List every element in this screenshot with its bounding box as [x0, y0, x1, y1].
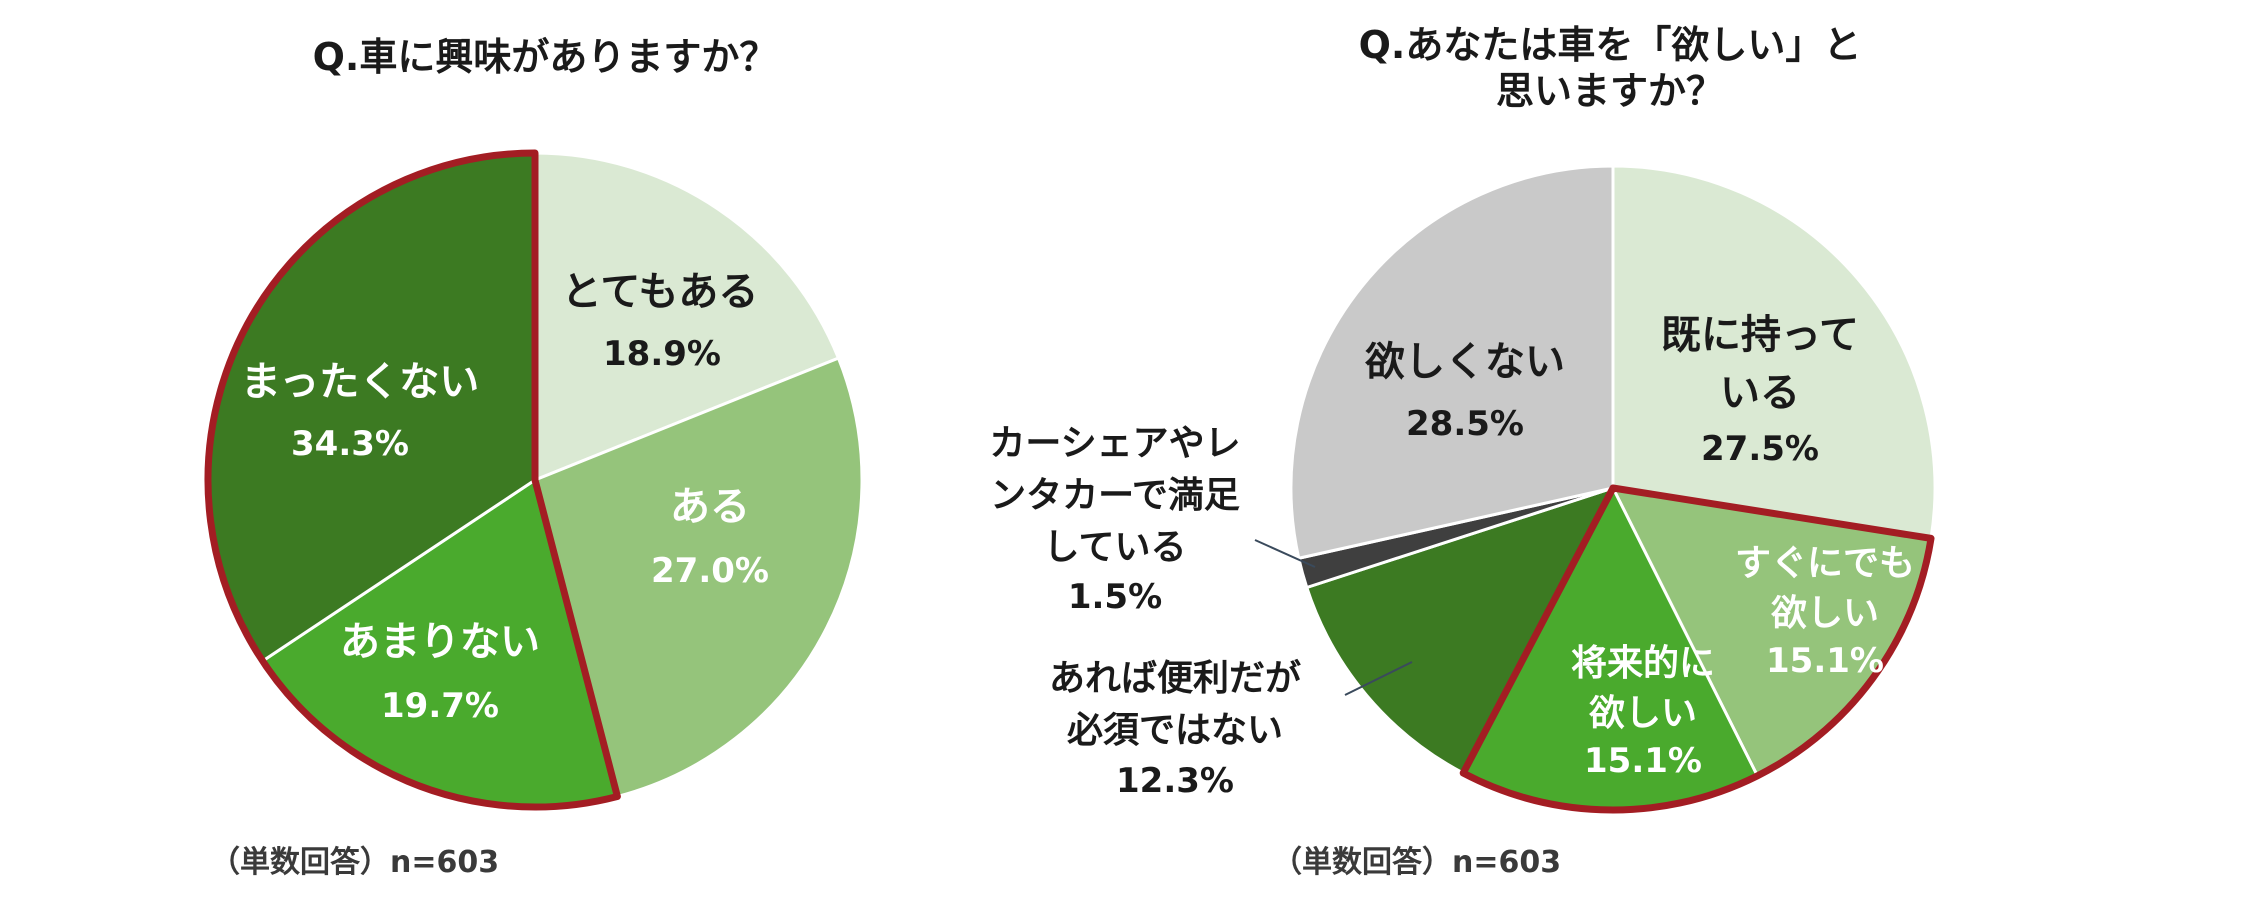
slice-label: 将来的に	[1571, 643, 1715, 684]
sample-note: （単数回答）n=603	[210, 845, 499, 880]
slice-value-label: 27.5%	[1701, 429, 1819, 469]
pie-slice-2	[533, 356, 864, 798]
slice-value-label: 12.3%	[1116, 761, 1234, 801]
slice-label: すぐにでも	[1735, 543, 1915, 584]
slice-value-label: 34.3%	[291, 424, 409, 464]
slice-label: カーシェアやレ	[989, 423, 1240, 464]
highlight-outline	[204, 149, 621, 811]
slice-label: している	[1044, 527, 1187, 568]
pie-slice-1	[533, 151, 840, 482]
highlight-outline	[1459, 484, 1935, 814]
leader-line	[1254, 539, 1316, 568]
slice-value-label: 1.5%	[1068, 577, 1162, 617]
pie-slice-1	[1611, 164, 1937, 540]
pie-chart-1: Q.車に興味がありますか？ とてもある 18.9% ある 27.0% あまりない 19.7%…	[204, 35, 864, 880]
slice-label: 既に持って	[1661, 312, 1859, 358]
slice-label: とてもある	[562, 269, 759, 315]
slice-value-label: 27.0%	[651, 551, 769, 591]
chart-title: Q.あなたは車を「欲しい」と	[1359, 23, 1862, 67]
leader-line	[1344, 661, 1413, 696]
slice-label: ンタカーで満足	[990, 475, 1240, 516]
pie-slice-4	[1305, 486, 1615, 775]
slice-label: 欲しい	[1588, 693, 1697, 734]
slice-label: まったくない	[241, 359, 479, 405]
chart-title: 思いますか？	[1496, 69, 1724, 113]
slice-label: 欲しい	[1770, 593, 1879, 634]
sample-note: （単数回答）n=603	[1272, 845, 1561, 880]
slice-label: ある	[670, 484, 750, 530]
slice-value-label: 15.1%	[1584, 741, 1702, 781]
slice-label: いる	[1720, 370, 1800, 416]
slice-value-label: 28.5%	[1406, 404, 1524, 444]
slice-value-label: 15.1%	[1766, 641, 1884, 681]
chart-title: Q.車に興味がありますか？	[313, 35, 778, 79]
pie-slice-6	[1289, 164, 1615, 560]
slice-label: あまりない	[340, 619, 540, 665]
slice-value-label: 18.9%	[603, 334, 721, 374]
slice-label: 必須ではない	[1067, 710, 1283, 751]
slice-label: 欲しくない	[1364, 339, 1565, 385]
slice-label: あれば便利だが	[1049, 658, 1301, 699]
slice-value-label: 19.7%	[381, 686, 499, 726]
